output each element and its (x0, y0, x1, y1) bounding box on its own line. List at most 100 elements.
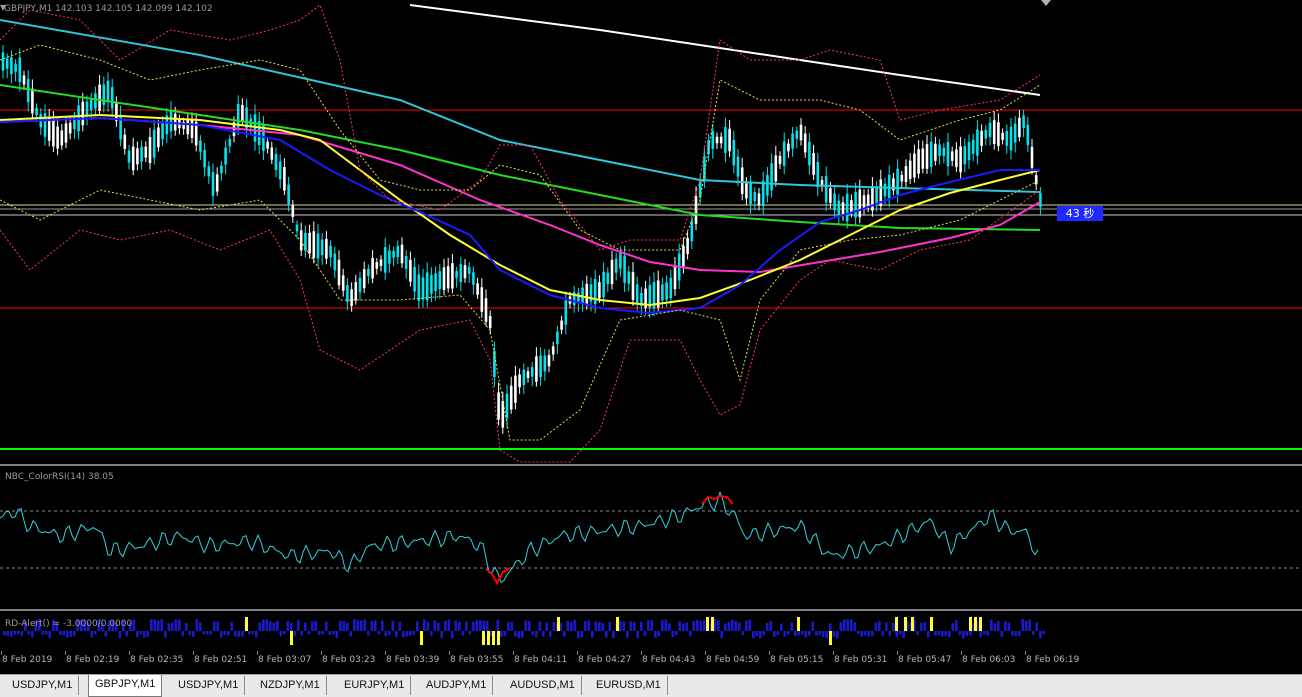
alert-bar (916, 631, 920, 635)
candle-body (690, 220, 694, 242)
candle-body (215, 174, 219, 192)
rsi-indicator-pane[interactable]: NBC_ColorRSI(14) 38.05 (0, 466, 1302, 609)
alert-bar (199, 622, 202, 631)
candle-body (1018, 117, 1021, 138)
alert-bar (1028, 619, 1032, 631)
upper-band-red (0, 4, 1041, 251)
candle-body (946, 141, 950, 167)
alert-bar (895, 631, 899, 638)
alert-bar (339, 620, 342, 631)
alert-bar (738, 622, 741, 631)
price-chart-canvas[interactable] (0, 0, 1302, 464)
alert-bar (94, 631, 97, 635)
candle-body (484, 298, 488, 322)
candle-body (5, 58, 9, 69)
alert-bar (97, 619, 101, 631)
alert-bar (1042, 631, 1046, 635)
candle-body (845, 193, 849, 222)
alert-bar (629, 621, 633, 631)
alert-bar (510, 621, 514, 631)
alert-bar (24, 620, 27, 631)
candle-body (47, 117, 51, 141)
chart-tab[interactable]: AUDUSD,M1 (504, 676, 582, 695)
alert-bar (633, 622, 636, 631)
alert-signal-bar (706, 617, 709, 631)
alert-bar (850, 619, 853, 631)
upper-band-yellow (0, 44, 1041, 251)
alert-bar (563, 631, 566, 637)
candle-body (934, 143, 937, 161)
price-chart-pane[interactable]: ▼ GBPJPY,M1 142.103 142.105 142.099 142.… (0, 0, 1302, 464)
alert-bar (934, 631, 937, 636)
candle-body (106, 80, 110, 103)
candle-body (119, 114, 122, 140)
chart-tab[interactable]: USDJPY,M1 (172, 676, 246, 695)
alert-bar (241, 631, 244, 637)
alert-bar (594, 621, 598, 631)
alert-bar (370, 620, 374, 631)
candle-body (287, 184, 290, 205)
candle-body (123, 134, 127, 149)
candle-body (220, 165, 223, 174)
candle-body (627, 271, 631, 284)
alert-bar (188, 631, 192, 636)
alert-bar (230, 622, 234, 631)
candle-body (669, 277, 673, 299)
pane-separator[interactable] (0, 464, 1302, 466)
chart-tab[interactable]: USDJPY,M1 (6, 676, 80, 695)
chart-menu-icon[interactable]: ▼ (0, 3, 7, 12)
alert-bar (76, 619, 80, 631)
alert-bar (475, 619, 479, 631)
candle-body (505, 393, 509, 419)
time-axis-label: 8 Feb 2019 (2, 655, 53, 665)
alert-bar (913, 619, 916, 631)
time-axis-label: 8 Feb 02:35 (130, 655, 184, 665)
alert-signal-bar (829, 631, 832, 645)
alert-bar (780, 623, 783, 631)
candle-body (26, 78, 30, 103)
time-axis-label: 8 Feb 04:27 (578, 655, 632, 665)
alert-bar (514, 631, 517, 637)
chart-tab[interactable]: GBPJPY,M1 (88, 675, 163, 697)
candle-body (514, 375, 517, 403)
alert-bar (678, 621, 682, 631)
alert-bar (314, 620, 318, 631)
alert-bar (129, 622, 132, 631)
alert-signal-bar (711, 617, 714, 631)
time-axis-label: 8 Feb 05:15 (770, 655, 824, 665)
candle-body (925, 144, 929, 169)
alert-signal-bar (482, 631, 485, 645)
time-axis-tickmark (961, 651, 962, 655)
candle-body (694, 196, 698, 224)
alert-bar (227, 631, 230, 636)
chart-tab[interactable]: EURJPY,M1 (338, 676, 412, 695)
alert-bar (871, 631, 874, 636)
alert-bar (657, 631, 661, 637)
chart-tab[interactable]: NZDJPY,M1 (254, 676, 327, 695)
alert-bar (500, 631, 503, 637)
time-axis-label: 8 Feb 03:23 (322, 655, 376, 665)
alert-bar (454, 620, 458, 631)
alert-bar (538, 621, 542, 631)
candle-body (463, 265, 467, 279)
candle-body (644, 288, 647, 308)
candle-body (144, 146, 148, 158)
alert-bar (1018, 631, 1021, 636)
chart-tab[interactable]: EURUSD,M1 (590, 676, 668, 695)
alert-bar (482, 620, 486, 631)
alert-bar (38, 619, 41, 631)
chart-shift-marker-icon[interactable] (1041, 0, 1051, 6)
alert-bar (874, 622, 878, 631)
pane-separator[interactable] (0, 609, 1302, 611)
alert-bar (146, 631, 150, 637)
alert-indicator-pane[interactable]: RD-Alert() = -3.0000/0.0000 (0, 611, 1302, 651)
alert-bar (703, 620, 706, 631)
candle-body (337, 259, 341, 286)
chart-tab[interactable]: AUDJPY,M1 (420, 676, 494, 695)
candle-body (94, 93, 97, 109)
alert-bar (213, 621, 216, 631)
alert-bar (675, 631, 678, 636)
alert-bar (367, 631, 370, 636)
candle-body (942, 147, 946, 157)
lower-band-yellow (0, 179, 1041, 441)
